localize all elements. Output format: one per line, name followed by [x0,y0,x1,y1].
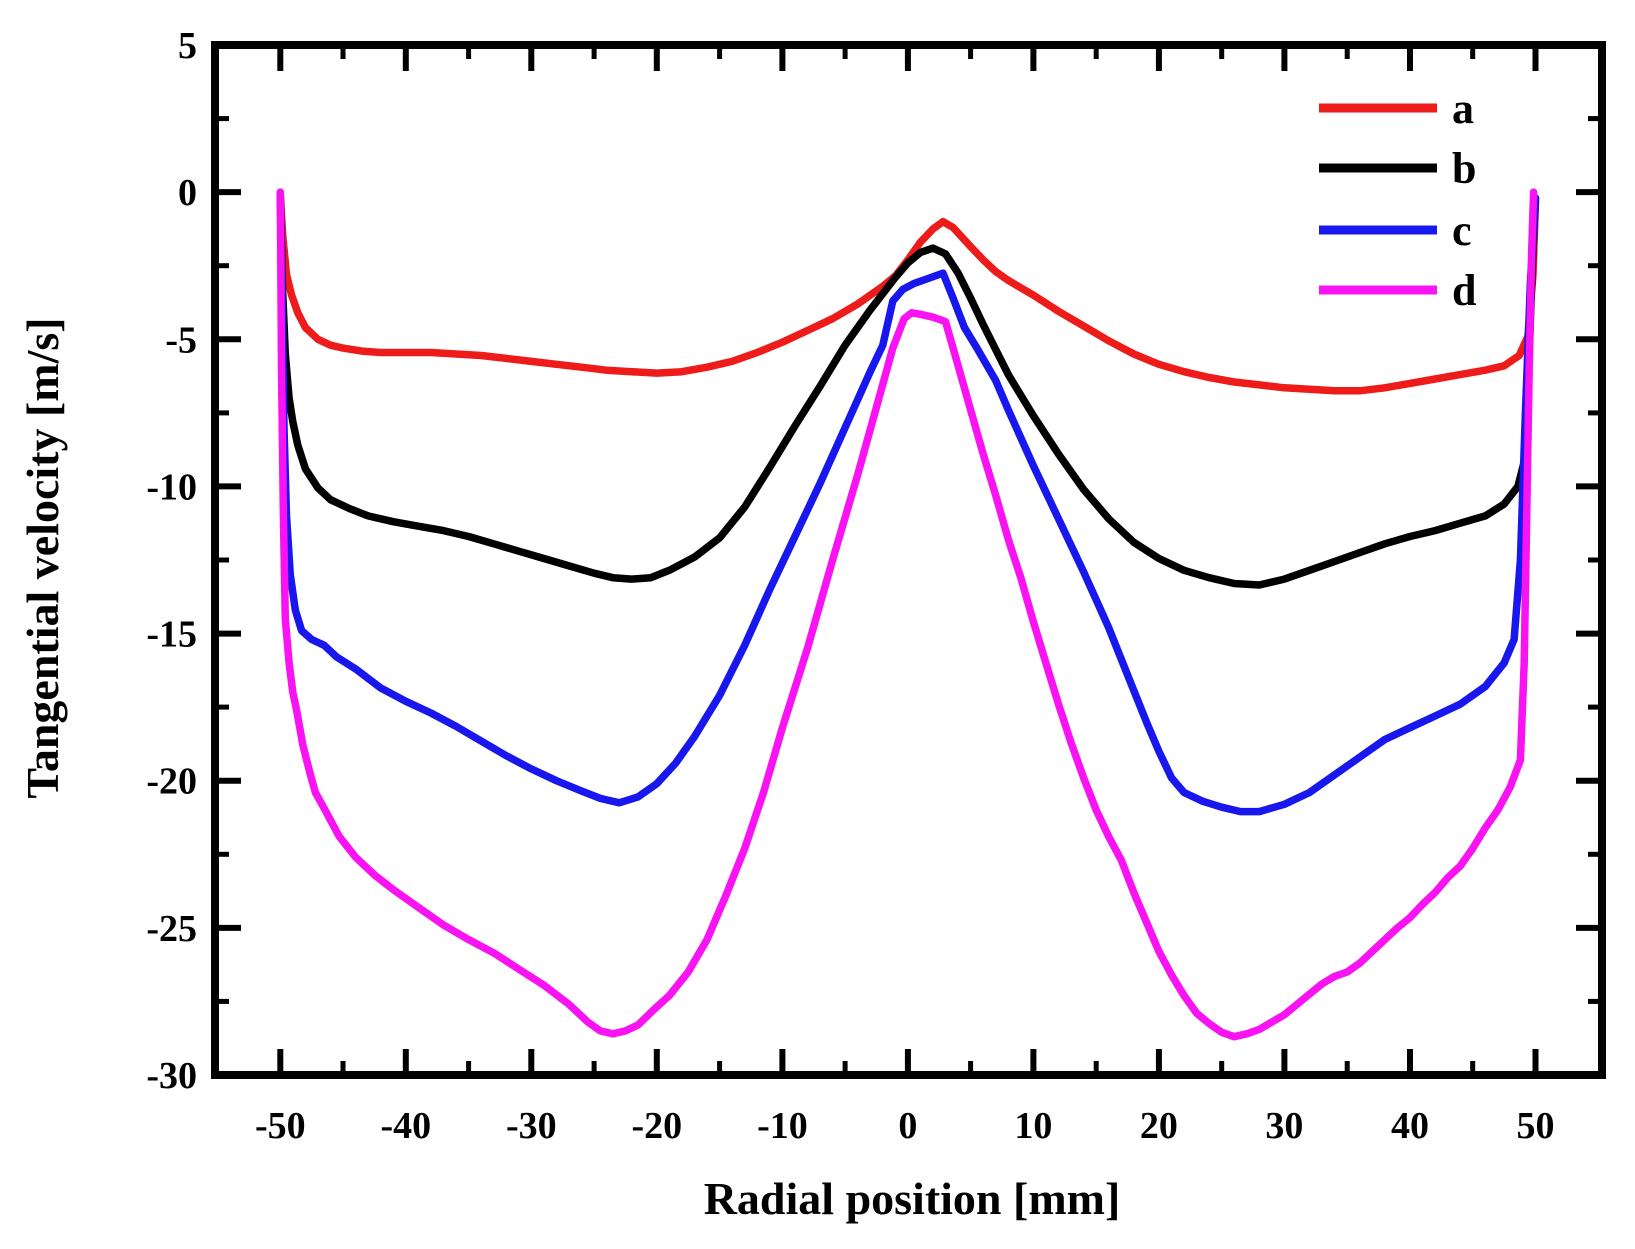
y-tick-label: -10 [146,466,197,508]
legend-label-c: c [1452,206,1472,255]
x-tick-label: -20 [631,1105,682,1147]
series-c-line [276,191,1540,816]
x-tick-label: 40 [1391,1105,1429,1147]
y-tick-label: -15 [146,614,197,656]
legend-entry-b: b [1319,144,1476,193]
series-d-line [276,188,1538,1041]
x-tick-label: 10 [1014,1105,1052,1147]
plot-area: -50 -40 -30 -20 -10 0 10 20 30 40 5050-5-10-15-20-… [146,25,1606,1147]
x-axis-title: Radial position [mm] [704,1173,1121,1224]
x-tick-label: -40 [380,1105,431,1147]
y-tick-label: 0 [178,172,197,214]
y-tick-label: -30 [146,1055,197,1097]
x-tick-label: 30 [1265,1105,1303,1147]
legend-label-b: b [1452,144,1476,193]
x-tick-label: 20 [1140,1105,1178,1147]
x-tick-label: -10 [757,1105,808,1147]
legend-label-d: d [1452,266,1476,315]
y-tick-label: 5 [178,25,197,67]
y-tick-label: -20 [146,761,197,803]
plot-frame [211,41,1606,1079]
y-axis-title: Tangential velocity [m/s] [17,317,68,798]
x-tick-label: 0 [898,1105,917,1147]
x-tick-label: -30 [506,1105,557,1147]
series-b-line [276,191,1540,589]
x-tick-label: -50 [255,1105,306,1147]
series-a-line [276,191,1540,395]
legend-entry-c: c [1319,206,1472,255]
legend: a b c d [1319,84,1476,315]
y-tick-label: -25 [146,908,197,950]
legend-label-a: a [1452,84,1474,133]
x-tick-label: 50 [1517,1105,1555,1147]
legend-entry-a: a [1319,84,1474,133]
y-tick-label: -5 [165,319,197,361]
legend-entry-d: d [1319,266,1476,315]
